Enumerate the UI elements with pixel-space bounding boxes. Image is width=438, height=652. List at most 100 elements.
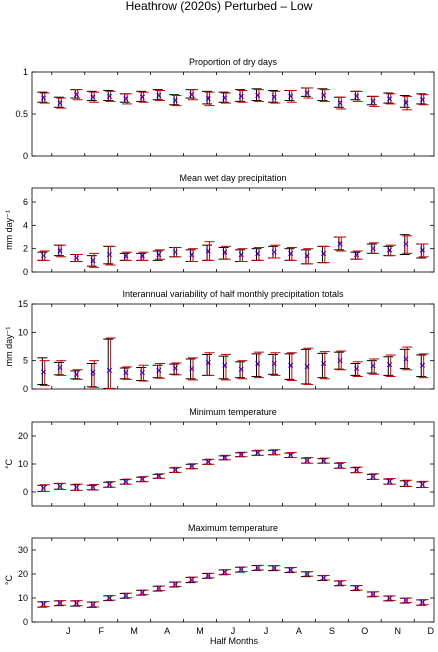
mean-dot: [355, 469, 358, 472]
mean-dot: [322, 363, 325, 366]
panel-title: Interannual variability of half monthly …: [122, 289, 344, 299]
mean-dot: [58, 248, 62, 251]
mean-dot: [75, 486, 78, 489]
y-axis-label: mm day⁻¹: [4, 210, 14, 250]
mean-dot: [157, 475, 160, 478]
x-tick-label-month: J: [264, 626, 269, 636]
mean-dot: [42, 254, 45, 257]
mean-dot: [190, 92, 193, 95]
mean-dot: [240, 94, 243, 97]
mean-dot: [421, 249, 424, 253]
mean-dot: [256, 363, 259, 366]
mean-dot: [223, 571, 226, 574]
mean-dot: [289, 454, 292, 457]
mean-dot: [174, 469, 177, 472]
mean-dot: [240, 568, 243, 571]
mean-dot: [306, 459, 309, 462]
mean-dot: [174, 367, 177, 370]
y-tick-label: 20: [18, 569, 28, 579]
chart-panel-3: Interannual variability of half monthly …: [4, 289, 435, 394]
mean-dot: [240, 453, 243, 456]
mean-dot: [190, 578, 193, 582]
y-tick-label: 10: [18, 593, 28, 603]
panel-title: Maximum temperature: [188, 523, 278, 533]
mean-marker: [386, 362, 393, 368]
mean-marker: [255, 360, 261, 367]
y-tick-label: 0: [23, 267, 28, 277]
mean-dot: [141, 95, 144, 98]
mean-marker: [304, 363, 310, 369]
figure-title: Heathrow (2020s) Perturbed – Low: [126, 0, 313, 13]
mean-dot: [91, 373, 95, 376]
mean-dot: [404, 358, 408, 361]
mean-dot: [157, 587, 160, 590]
mean-marker: [90, 369, 96, 375]
mean-dot: [256, 93, 259, 96]
mean-marker: [222, 249, 228, 255]
y-tick-label: 2: [23, 244, 28, 254]
mean-dot: [338, 101, 342, 104]
mean-dot: [421, 601, 424, 604]
mean-dot: [75, 256, 78, 260]
mean-dot: [42, 487, 45, 490]
mean-dot: [355, 254, 358, 257]
mean-dot: [338, 241, 342, 244]
mean-dot: [388, 480, 391, 483]
mean-dot: [124, 480, 128, 484]
x-tick-label-month: A: [164, 626, 170, 636]
mean-dot: [421, 97, 424, 100]
mean-dot: [108, 94, 111, 97]
y-axis-label: °C: [4, 458, 14, 469]
panel-title: Proportion of dry days: [189, 57, 278, 67]
y-tick-label: 0: [23, 151, 28, 161]
panel-title: Mean wet day precipitation: [179, 173, 286, 183]
mean-dot: [58, 602, 62, 605]
x-axis-label: Half Months: [210, 636, 259, 646]
x-tick-label-month: O: [361, 626, 368, 636]
mean-dot: [306, 255, 309, 258]
mean-marker: [288, 250, 294, 256]
mean-dot: [124, 372, 128, 375]
mean-dot: [256, 253, 259, 256]
mean-dot: [273, 251, 276, 254]
x-tick-label-month: F: [98, 626, 104, 636]
chart-panel-5: Maximum temperature °C 0 10 20 30 J F M A M J J A S O N D: [4, 523, 434, 636]
mean-dot: [141, 591, 144, 594]
mean-dot: [240, 368, 243, 371]
y-tick-label: 15: [18, 299, 28, 309]
plot-frame: [31, 187, 435, 273]
mean-marker: [304, 253, 310, 259]
mean-marker: [189, 251, 195, 258]
mean-dot: [223, 456, 226, 459]
mean-marker: [90, 257, 96, 263]
mean-dot: [75, 373, 78, 376]
mean-dot: [141, 255, 144, 258]
mean-dot: [190, 368, 193, 371]
mean-dot: [157, 93, 160, 96]
mean-dot: [322, 253, 325, 256]
y-tick-label: 20: [18, 431, 28, 441]
plot-frame: [31, 71, 435, 157]
mean-dot: [371, 247, 375, 250]
mean-dot: [404, 242, 408, 246]
mean-dot: [404, 100, 408, 103]
mean-dot: [289, 94, 292, 97]
mean-marker: [321, 250, 327, 256]
mean-dot: [240, 254, 243, 257]
mean-dot: [58, 101, 62, 104]
mean-dot: [273, 362, 276, 366]
mean-dot: [388, 249, 391, 253]
mean-dot: [306, 573, 309, 576]
plot-frame: [31, 421, 435, 507]
mean-dot: [371, 365, 375, 368]
mean-dot: [91, 260, 95, 263]
mean-dot: [174, 251, 177, 254]
y-axis-label: °C: [4, 574, 14, 585]
mean-dot: [371, 99, 375, 102]
mean-dot: [355, 94, 358, 97]
mean-dot: [75, 602, 78, 605]
mean-dot: [388, 364, 391, 367]
mean-dot: [108, 253, 111, 256]
mean-dot: [124, 255, 128, 258]
